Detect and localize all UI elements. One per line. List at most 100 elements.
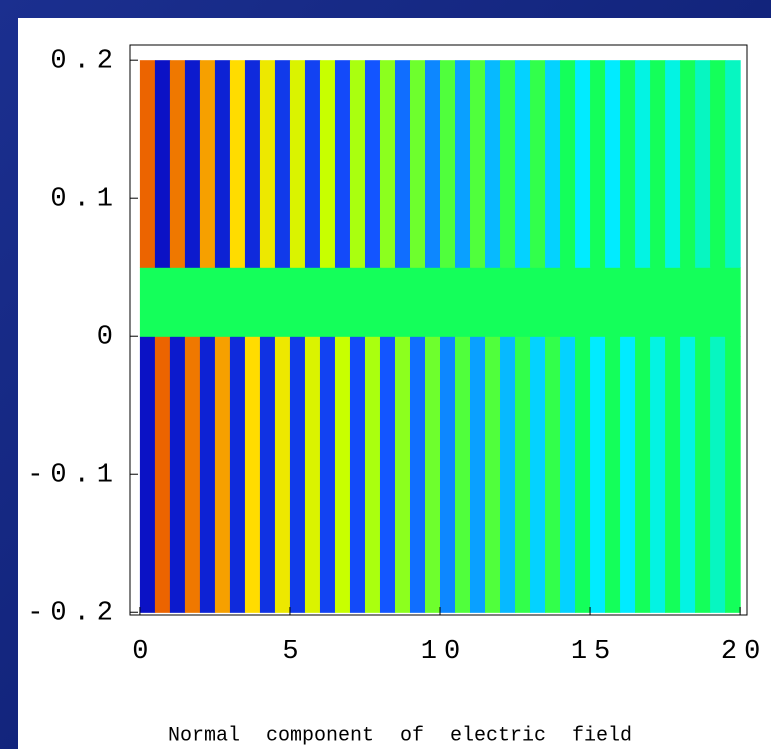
heatmap-cell [560, 336, 576, 613]
heatmap-cell [304, 60, 321, 268]
heatmap-cell [515, 60, 531, 268]
heatmap-cell [725, 267, 741, 337]
heatmap-cell [349, 336, 366, 613]
heatmap-cell [440, 60, 456, 268]
heatmap-cell [274, 336, 291, 613]
heatmap-cell [620, 267, 636, 337]
heatmap-cell [455, 60, 471, 268]
heatmap-cell [530, 60, 546, 268]
heatmap-cell [274, 60, 291, 268]
y-tick-label: -0.1 [27, 460, 120, 490]
heatmap-cell [199, 336, 216, 613]
heatmap-cell [214, 60, 231, 268]
heatmap-cell [199, 60, 216, 268]
heatmap-cell [635, 267, 651, 337]
heatmap-cell [545, 60, 561, 268]
heatmap-cell [485, 60, 501, 268]
heatmap-cell [139, 60, 156, 268]
heatmap-cell [455, 267, 471, 337]
heatmap-cell [470, 336, 486, 613]
heatmap-cell [184, 267, 201, 337]
y-tick-label: 0.2 [50, 46, 120, 76]
heatmap-cell [590, 336, 606, 613]
heatmap-cell [620, 60, 636, 268]
heatmap-cell [244, 336, 261, 613]
heatmap-cell [364, 60, 381, 268]
heatmap-cell [605, 60, 621, 268]
heatmap-cell [259, 336, 276, 613]
heatmap-cell [680, 336, 696, 613]
heatmap-cell [665, 336, 681, 613]
heatmap-cell [590, 267, 606, 337]
heatmap-cell [394, 336, 411, 613]
heatmap-cell [485, 336, 501, 613]
heatmap-cell [319, 267, 336, 337]
heatmap-cell [680, 267, 696, 337]
y-tick-label: -0.2 [27, 598, 120, 628]
heatmap-cell [244, 267, 261, 337]
x-tick-label: 15 [571, 637, 617, 667]
heatmap-cell [409, 60, 426, 268]
heatmap-cell [274, 267, 291, 337]
heatmap-cell [229, 336, 246, 613]
heatmap-cell [379, 336, 396, 613]
heatmap-cell [530, 267, 546, 337]
heatmap-cell [229, 267, 246, 337]
heatmap-cell [440, 336, 456, 613]
heatmap-cell [710, 267, 726, 337]
heatmap-cell [650, 267, 666, 337]
heatmap-cell [334, 336, 351, 613]
heatmap-cell [379, 267, 396, 337]
heatmap-cell [470, 267, 486, 337]
heatmap-cell [605, 267, 621, 337]
heatmap-cell [695, 336, 711, 613]
heatmap-cell [154, 60, 171, 268]
heatmap-cell [665, 60, 681, 268]
heatmap-cell [500, 336, 516, 613]
x-tick-label: 5 [282, 637, 305, 667]
heatmap-cell [184, 336, 201, 613]
heatmap-cell [545, 336, 561, 613]
heatmap-cell [635, 60, 651, 268]
heatmap-cell [725, 336, 741, 613]
heatmap-cell [424, 336, 441, 613]
heatmap-cell [575, 336, 591, 613]
heatmap-cell [199, 267, 216, 337]
heatmap-cell [620, 336, 636, 613]
heatmap-cell [710, 336, 726, 613]
heatmap-cell [590, 60, 606, 268]
x-tick-label: 10 [421, 637, 467, 667]
heatmap-cell [725, 60, 741, 268]
heatmap-cell [154, 336, 171, 613]
heatmap-cell [184, 60, 201, 268]
heatmap-cell [545, 267, 561, 337]
heatmap-cell [364, 336, 381, 613]
heatmap-cell [575, 267, 591, 337]
heatmap-cell [319, 60, 336, 268]
x-tick-label: 20 [721, 637, 767, 667]
heatmap-cell [455, 336, 471, 613]
heatmap-cell [394, 267, 411, 337]
chart-title: Normal component of electric field [168, 724, 632, 747]
heatmap-cell [244, 60, 261, 268]
heatmap-cell [695, 60, 711, 268]
heatmap-cell [214, 267, 231, 337]
heatmap-cell [259, 267, 276, 337]
heatmap-cell [169, 267, 186, 337]
y-tick-label: 0 [97, 322, 120, 352]
heatmap [139, 60, 741, 613]
heatmap-cell [530, 336, 546, 613]
heatmap-cell [169, 336, 186, 613]
heatmap-cell [319, 336, 336, 613]
heatmap-cell [560, 267, 576, 337]
heatmap-cell [424, 60, 441, 268]
plot-frame [129, 44, 748, 616]
heatmap-cell [349, 60, 366, 268]
heatmap-cell [710, 60, 726, 268]
heatmap-cell [214, 336, 231, 613]
heatmap-cell [394, 60, 411, 268]
heatmap-cell [139, 267, 156, 337]
heatmap-cell [500, 60, 516, 268]
heatmap-cell [139, 336, 156, 613]
heatmap-cell [304, 267, 321, 337]
